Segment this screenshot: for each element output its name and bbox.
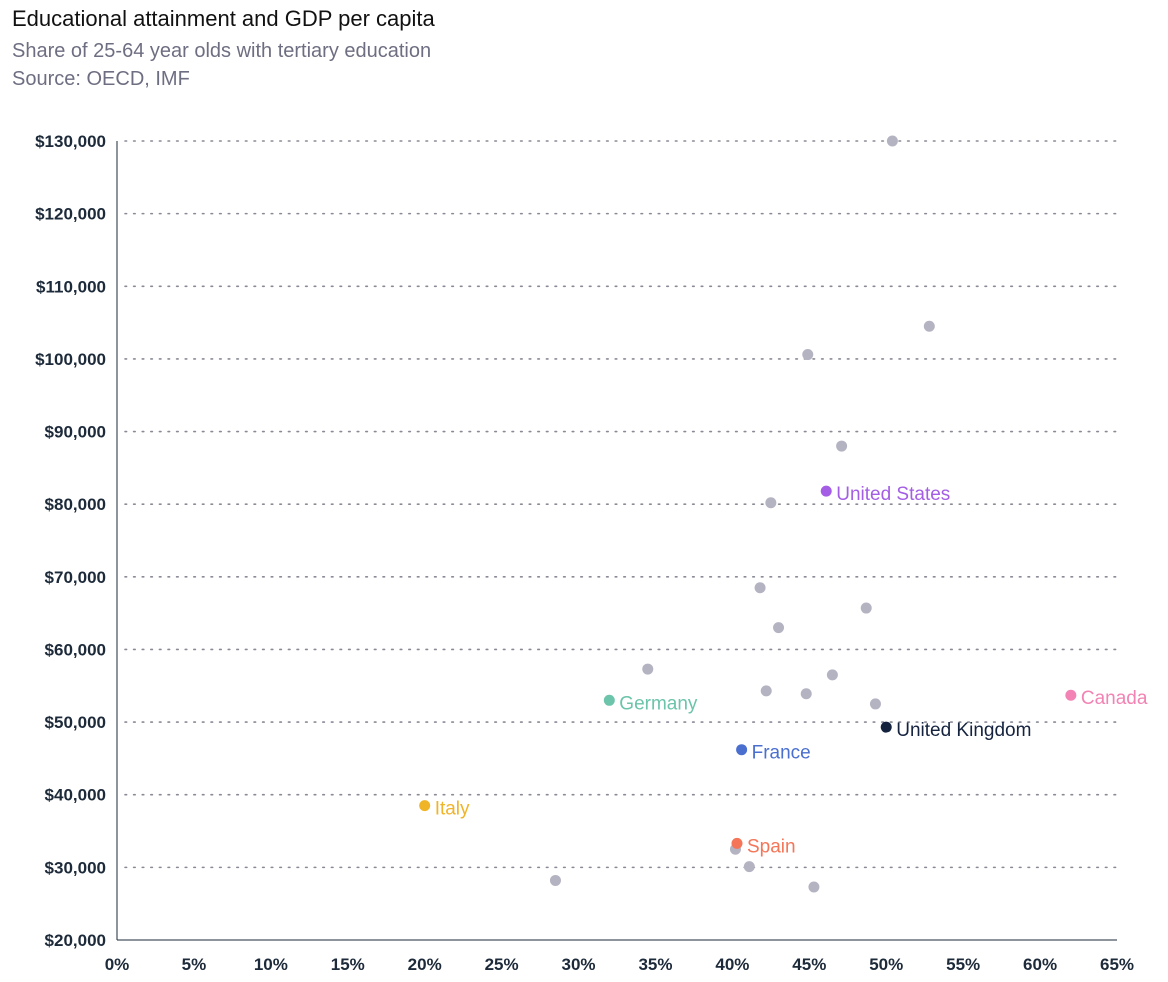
data-point <box>800 688 812 700</box>
point-label: Spain <box>747 836 796 857</box>
x-tick-label: 60% <box>1023 955 1057 974</box>
x-tick-label: 30% <box>562 955 596 974</box>
x-tick-label: 40% <box>715 955 749 974</box>
data-point <box>808 881 820 893</box>
y-tick-label: $60,000 <box>45 640 106 659</box>
y-tick-label: $90,000 <box>45 423 106 442</box>
data-point <box>760 685 772 697</box>
y-tick-label: $30,000 <box>45 858 106 877</box>
data-point <box>923 320 935 332</box>
y-tick-label: $80,000 <box>45 495 106 514</box>
highlighted-point <box>731 837 743 849</box>
highlighted-point <box>736 744 748 756</box>
data-point <box>826 669 838 681</box>
y-tick-label: $70,000 <box>45 568 106 587</box>
x-tick-label: 20% <box>408 955 442 974</box>
x-tick-label: 5% <box>182 955 207 974</box>
data-point <box>549 874 561 886</box>
y-tick-label: $50,000 <box>45 713 106 732</box>
highlighted-point <box>820 485 832 497</box>
point-label: United States <box>836 484 950 505</box>
data-point <box>754 582 766 594</box>
chart-subtitle: Share of 25-64 year olds with tertiary e… <box>12 40 432 62</box>
x-tick-label: 0% <box>105 955 130 974</box>
highlighted-point <box>603 694 615 706</box>
x-tick-label: 65% <box>1100 955 1134 974</box>
highlighted-point <box>880 721 892 733</box>
data-point <box>765 497 777 509</box>
y-tick-label: $120,000 <box>35 205 106 224</box>
x-tick-label: 45% <box>792 955 826 974</box>
x-tick-label: 35% <box>638 955 672 974</box>
data-point <box>836 440 848 452</box>
x-tick-label: 55% <box>946 955 980 974</box>
point-label: France <box>752 743 811 764</box>
point-label: Germany <box>619 693 698 714</box>
data-point <box>773 622 785 634</box>
x-tick-label: 25% <box>485 955 519 974</box>
highlighted-point <box>1065 689 1077 701</box>
y-tick-label: $110,000 <box>36 277 106 296</box>
y-tick-label: $40,000 <box>45 786 106 805</box>
highlighted-point <box>419 800 431 812</box>
x-tick-label: 50% <box>869 955 903 974</box>
data-point <box>743 861 755 873</box>
y-tick-label: $20,000 <box>45 931 106 950</box>
chart-title: Educational attainment and GDP per capit… <box>12 6 435 31</box>
data-point <box>886 135 898 147</box>
point-label: Canada <box>1081 688 1148 709</box>
chart-source: Source: OECD, IMF <box>12 68 190 90</box>
data-point <box>869 698 881 710</box>
y-tick-label: $130,000 <box>35 132 106 151</box>
point-label: United Kingdom <box>896 720 1031 741</box>
point-label: Italy <box>435 799 470 820</box>
data-point <box>642 663 654 675</box>
x-tick-label: 15% <box>331 955 365 974</box>
x-tick-label: 10% <box>254 955 288 974</box>
y-tick-label: $100,000 <box>35 350 106 369</box>
data-point <box>860 602 872 614</box>
data-point <box>802 349 814 361</box>
